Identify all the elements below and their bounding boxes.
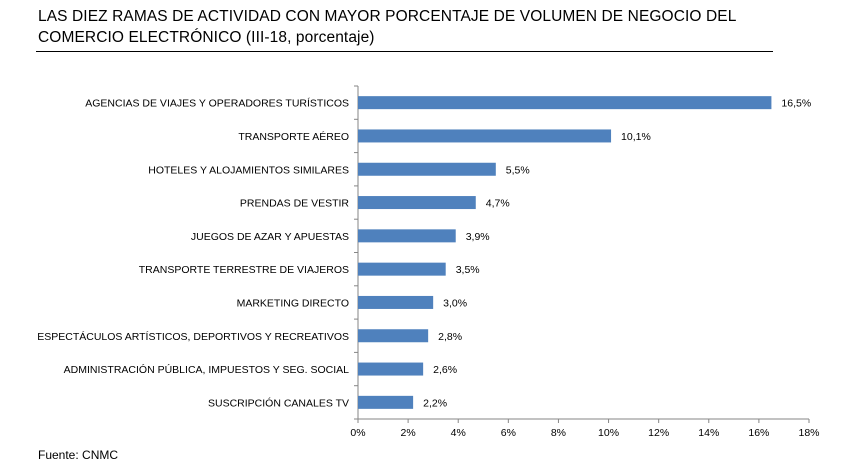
data-label: 5,5% <box>506 164 530 176</box>
category-label: ADMINISTRACIÓN PÚBLICA, IMPUESTOS Y SEG.… <box>64 363 349 376</box>
data-label: 10,1% <box>621 131 651 143</box>
data-label: 2,6% <box>433 364 457 376</box>
category-label: SUSCRIPCIÓN CANALES TV <box>208 396 349 409</box>
source-note: Fuente: CNMC <box>38 448 119 462</box>
bar <box>358 229 456 243</box>
bar <box>358 329 429 343</box>
x-tick-label: 6% <box>501 427 516 439</box>
data-label: 3,0% <box>443 297 467 309</box>
bar <box>358 162 496 176</box>
data-label: 3,9% <box>466 231 490 243</box>
data-label: 2,8% <box>438 331 462 343</box>
category-label: HOTELES Y ALOJAMIENTOS SIMILARES <box>148 164 349 176</box>
bar <box>358 262 446 276</box>
category-label: ESPECTÁCULOS ARTÍSTICOS, DEPORTIVOS Y RE… <box>37 330 349 343</box>
bar <box>358 129 612 143</box>
x-tick-label: 14% <box>698 427 719 439</box>
bar <box>358 96 772 110</box>
x-tick-label: 16% <box>748 427 769 439</box>
data-label: 2,2% <box>423 397 447 409</box>
chart-title: LAS DIEZ RAMAS DE ACTIVIDAD CON MAYOR PO… <box>38 8 736 46</box>
category-label: TRANSPORTE TERRESTRE DE VIAJEROS <box>139 264 349 276</box>
x-tick-label: 18% <box>798 427 819 439</box>
data-label: 16,5% <box>781 98 811 110</box>
category-label: AGENCIAS DE VIAJES Y OPERADORES TURÍSTIC… <box>85 97 349 110</box>
data-label: 4,7% <box>486 198 510 210</box>
category-label: MARKETING DIRECTO <box>237 297 349 309</box>
bar <box>358 295 434 309</box>
category-label: JUEGOS DE AZAR Y APUESTAS <box>191 231 349 243</box>
x-tick-label: 10% <box>598 427 619 439</box>
x-tick-label: 12% <box>648 427 669 439</box>
x-tick-label: 0% <box>350 427 365 439</box>
bar <box>358 196 476 210</box>
category-label: PRENDAS DE VESTIR <box>240 198 350 210</box>
category-label: TRANSPORTE AÉREO <box>238 130 349 143</box>
data-label: 3,5% <box>456 264 480 276</box>
bar <box>358 395 414 409</box>
title-underline <box>36 51 773 52</box>
x-tick-label: 4% <box>451 427 466 439</box>
x-tick-label: 8% <box>551 427 566 439</box>
bar <box>358 362 424 376</box>
x-tick-label: 2% <box>401 427 416 439</box>
